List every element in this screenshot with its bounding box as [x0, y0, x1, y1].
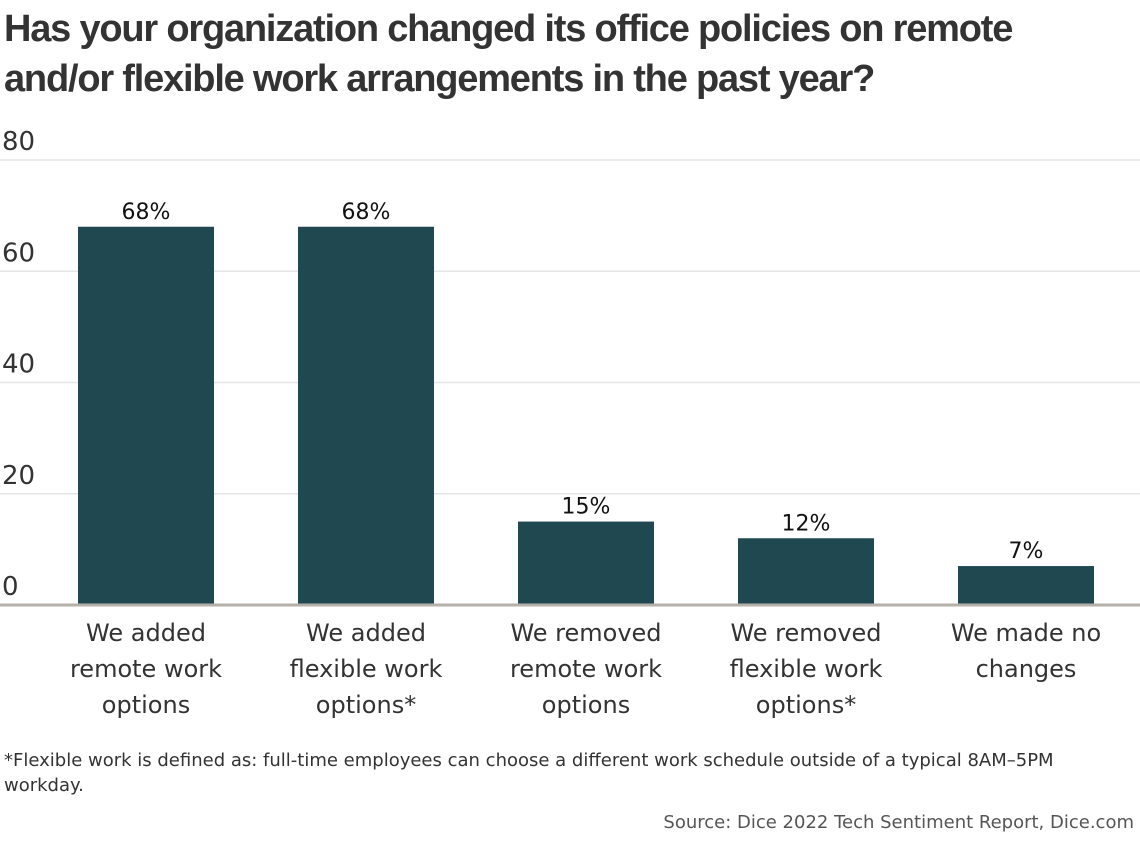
source-note: Source: Dice 2022 Tech Sentiment Report,…: [663, 812, 1134, 833]
footnote: *Flexible work is defined as: full-time …: [4, 750, 1054, 796]
bar: [298, 226, 434, 605]
bar-value-label: 12%: [782, 511, 831, 536]
y-tick-label: 80: [2, 127, 35, 157]
x-category-label: We added remote work options: [70, 619, 222, 719]
x-category-label: We removed remote work options: [510, 619, 662, 719]
y-tick-label: 60: [2, 238, 35, 268]
x-category-label: We removed flexible work options*: [730, 619, 883, 719]
x-category-label: We made no changes: [951, 619, 1101, 683]
y-tick-label: 40: [2, 350, 35, 380]
bar: [518, 521, 654, 605]
bar-value-label: 68%: [342, 200, 391, 225]
y-tick-label: 20: [2, 461, 35, 491]
y-tick-label: 0: [2, 572, 19, 602]
bar: [738, 538, 874, 605]
bar-value-label: 68%: [122, 200, 171, 225]
bar: [958, 566, 1094, 605]
bar-value-label: 15%: [562, 495, 611, 520]
x-category-label: We added flexible work options*: [290, 619, 443, 719]
bar-value-label: 7%: [1009, 539, 1044, 564]
chart-title: Has your organization changed its office…: [4, 8, 1013, 100]
bar: [78, 226, 214, 605]
